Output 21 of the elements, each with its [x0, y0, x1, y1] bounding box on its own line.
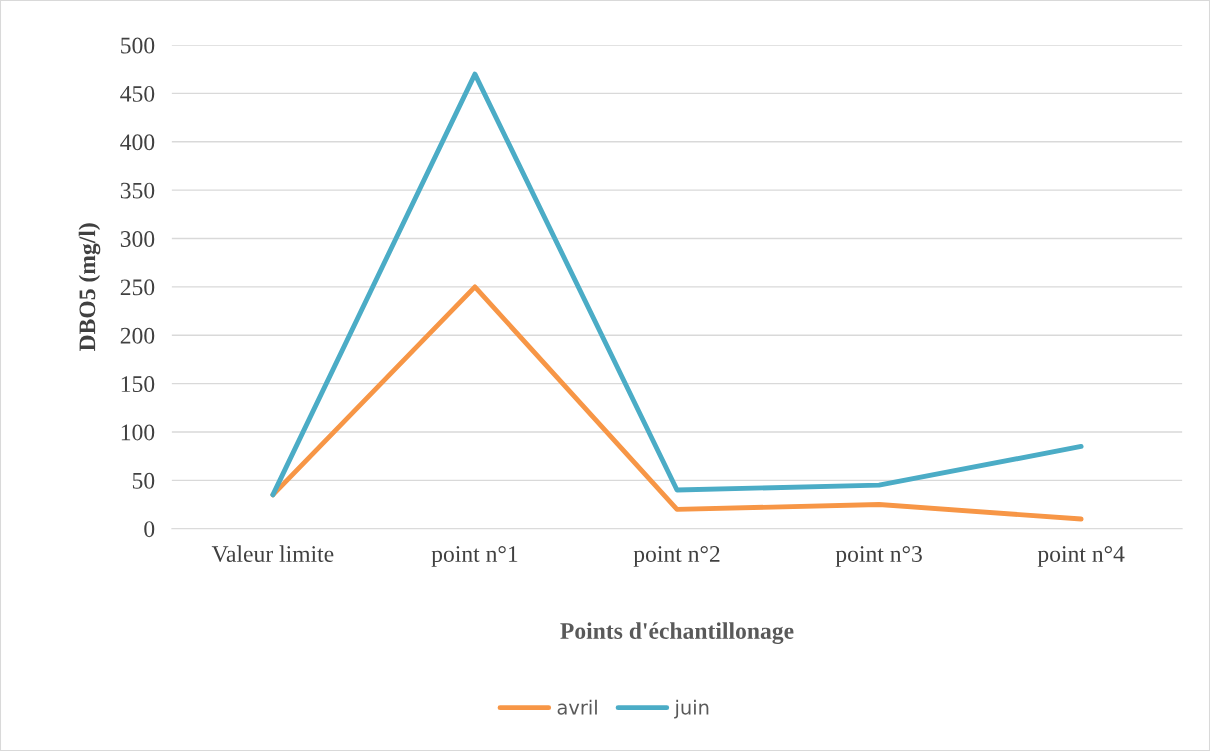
- y-tick-label: 250: [120, 279, 155, 296]
- y-tick-label: 400: [120, 134, 155, 151]
- x-tick-label: Valeur limite: [211, 545, 334, 563]
- legend-label: avril: [557, 699, 597, 715]
- line-series: [270, 71, 1084, 498]
- x-tick-label: point n°4: [1037, 546, 1125, 567]
- y-axis-title: DBO5 (mg/l): [78, 223, 101, 352]
- y-tick-label: 300: [120, 231, 155, 247]
- y-tick-label: 350: [120, 182, 155, 199]
- y-tick-label: 200: [120, 327, 155, 344]
- x-tick-label: point n°2: [633, 546, 720, 567]
- x-tick-label: point n°1: [431, 546, 518, 567]
- y-tick-label: 100: [121, 424, 155, 441]
- y-tick-label: 500: [121, 37, 155, 54]
- y-tick-label: 50: [132, 472, 155, 489]
- legend-label: juin: [674, 699, 709, 719]
- x-tick-label: point n°3: [835, 546, 922, 567]
- y-tick-label: 450: [120, 85, 155, 102]
- y-tick-label: 0: [144, 521, 155, 538]
- y-tick-label: 150: [121, 376, 155, 393]
- x-axis-title: Points d'échantillonage: [560, 622, 794, 644]
